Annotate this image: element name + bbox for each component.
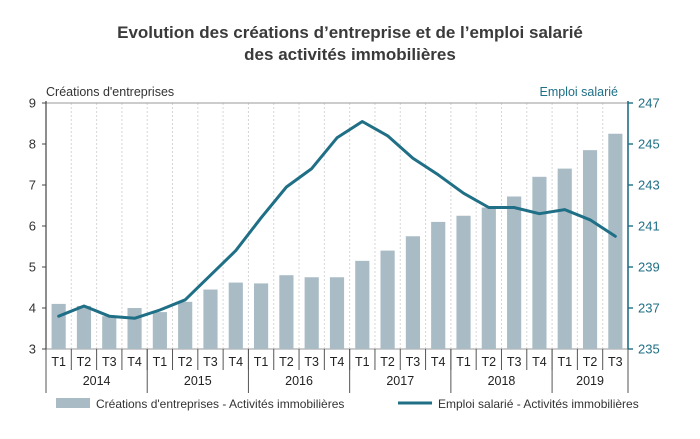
- bar: [380, 250, 395, 349]
- x-axis-labels: T1 T2 T3 T4 T1 T2 T3 T4 T1 T2 T3 T4 T1 T2 T3 T4 T1 T2 T3 T4…: [45, 349, 629, 393]
- left-tick-label: 5: [29, 260, 36, 275]
- x-tick-label: T4: [532, 355, 547, 369]
- bar: [532, 176, 547, 349]
- bar: [507, 196, 522, 349]
- x-tick-label: T1: [254, 355, 269, 369]
- x-tick-label: T2: [583, 355, 598, 369]
- x-tick-label: T1: [153, 355, 168, 369]
- bar-series: [51, 133, 623, 349]
- bar: [456, 215, 471, 349]
- bar: [557, 168, 572, 349]
- x-year-label: 2016: [285, 374, 313, 388]
- legend-line-label: Emploi salarié - Activités immobilières: [438, 397, 639, 411]
- bar: [127, 308, 142, 349]
- right-tick-label: 241: [638, 219, 660, 234]
- legend: Créations d'entreprises - Activités immo…: [56, 397, 639, 411]
- bar: [76, 305, 92, 349]
- left-tick-label: 3: [29, 342, 36, 357]
- x-tick-label: T3: [304, 355, 319, 369]
- right-tick-label: 235: [638, 342, 660, 357]
- x-tick-label: T2: [279, 355, 294, 369]
- chart-title-line2: des activités immobilières: [244, 45, 456, 64]
- x-tick-label: T3: [507, 355, 522, 369]
- x-tick-label: T1: [51, 355, 66, 369]
- x-tick-label: T3: [203, 355, 218, 369]
- left-tick-label: 6: [29, 219, 36, 234]
- x-tick-label: T4: [127, 355, 142, 369]
- right-tick-label: 243: [638, 178, 660, 193]
- bar: [304, 277, 319, 349]
- left-tick-label: 7: [29, 178, 36, 193]
- right-axis-title: Emploi salarié: [539, 85, 618, 99]
- left-axis-title: Créations d'entreprises: [46, 85, 174, 99]
- x-tick-label: T2: [77, 355, 92, 369]
- x-tick-label: T3: [102, 355, 117, 369]
- x-year-label: 2018: [488, 374, 516, 388]
- bar: [152, 312, 167, 349]
- x-tick-label: T2: [380, 355, 395, 369]
- bar: [431, 221, 446, 349]
- axes: 3 4 5 6 7 8 9 235 237 239 241 243 245 247: [29, 96, 660, 357]
- left-tick-label: 8: [29, 137, 36, 152]
- bar: [608, 133, 623, 349]
- x-tick-label: T3: [608, 355, 623, 369]
- x-year-label: 2015: [184, 374, 212, 388]
- bar: [51, 303, 66, 349]
- right-tick-label: 237: [638, 301, 660, 316]
- x-tick-label: T1: [355, 355, 370, 369]
- bar: [102, 316, 117, 349]
- bar: [405, 236, 420, 349]
- chart-title-line1: Evolution des créations d’entreprise et …: [117, 23, 583, 42]
- x-tick-label: T2: [178, 355, 193, 369]
- x-tick-label: T4: [330, 355, 345, 369]
- x-tick-label: T3: [406, 355, 421, 369]
- x-year-label: 2014: [83, 374, 111, 388]
- x-tick-label: T4: [431, 355, 446, 369]
- bar: [355, 260, 370, 349]
- bar: [228, 282, 243, 349]
- bar: [582, 150, 598, 349]
- right-tick-label: 239: [638, 260, 660, 275]
- x-tick-label: T1: [456, 355, 471, 369]
- x-tick-label: T4: [228, 355, 243, 369]
- bar: [254, 283, 269, 349]
- bar: [329, 277, 345, 349]
- x-year-label: 2019: [576, 374, 604, 388]
- bar: [279, 275, 294, 349]
- line-series: [57, 120, 617, 320]
- legend-bar-swatch: [56, 398, 90, 408]
- x-tick-label: T1: [557, 355, 572, 369]
- left-tick-label: 9: [29, 96, 36, 111]
- left-tick-label: 4: [29, 301, 36, 316]
- legend-bar-label: Créations d'entreprises - Activités immo…: [96, 397, 344, 411]
- bar: [203, 289, 218, 349]
- line-path: [57, 120, 617, 320]
- x-year-label: 2017: [386, 374, 414, 388]
- plot-grid: [45, 102, 629, 350]
- bar: [178, 301, 193, 349]
- bar: [481, 207, 496, 349]
- right-tick-label: 247: [638, 96, 660, 111]
- right-tick-label: 245: [638, 137, 660, 152]
- x-tick-label: T2: [482, 355, 497, 369]
